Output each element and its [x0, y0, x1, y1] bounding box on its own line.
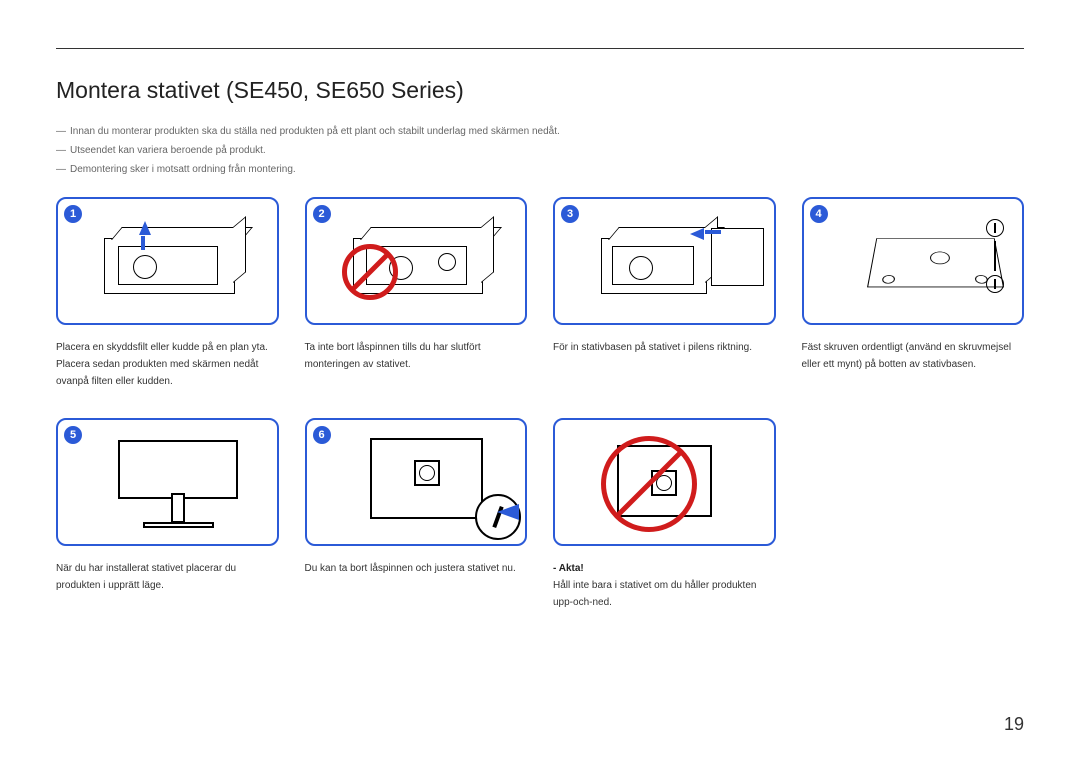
note-text: Utseendet kan variera beroende på produk… — [70, 145, 266, 156]
note-text: Innan du monterar produkten ska du ställ… — [70, 126, 560, 137]
step-frame: 2 — [305, 197, 528, 325]
page-number: 19 — [1004, 714, 1024, 735]
step-caption: Ta inte bort låspinnen tills du har slut… — [305, 339, 528, 373]
note-text: Demontering sker i motsatt ordning från … — [70, 164, 296, 175]
step-badge: 6 — [313, 426, 331, 444]
step-frame — [553, 418, 776, 546]
notes-block: ―Innan du monterar produkten ska du stäl… — [56, 122, 1024, 179]
note-line: ―Utseendet kan variera beroende på produ… — [56, 141, 1024, 160]
step-caption: När du har installerat stativet placerar… — [56, 560, 279, 594]
screws-column — [980, 215, 1010, 307]
steps-grid: 1 Placera en skyddsfilt eller kudde på e… — [56, 197, 1024, 611]
warning-title: - Akta! — [553, 563, 584, 574]
step-3: 3 För in stativbasen på stativet i pilen… — [553, 197, 776, 356]
note-line: ―Demontering sker i motsatt ordning från… — [56, 160, 1024, 179]
step-frame: 1 — [56, 197, 279, 325]
step-frame: 4 — [802, 197, 1025, 325]
illustration-monitor-upright — [90, 430, 267, 534]
illustration-insert-base — [587, 209, 764, 313]
page-title: Montera stativet (SE450, SE650 Series) — [56, 77, 1024, 104]
step-badge: 2 — [313, 205, 331, 223]
note-line: ―Innan du monterar produkten ska du stäl… — [56, 122, 1024, 141]
step-caption: Fäst skruven ordentligt (använd en skruv… — [802, 339, 1025, 373]
step-warning: - Akta! Håll inte bara i stativet om du … — [553, 418, 776, 611]
prohibit-icon — [342, 244, 398, 300]
step-4: 4 Fäst skruven ordentligt (använd en skr… — [802, 197, 1025, 373]
illustration-prohibit-pin — [339, 209, 516, 313]
step-frame: 3 — [553, 197, 776, 325]
step-caption: För in stativbasen på stativet i pilens … — [553, 339, 776, 356]
step-5: 5 När du har installerat stativet placer… — [56, 418, 279, 594]
step-frame: 5 — [56, 418, 279, 546]
illustration-hold-prohibit — [565, 430, 764, 534]
step-badge: 5 — [64, 426, 82, 444]
step-1: 1 Placera en skyddsfilt eller kudde på e… — [56, 197, 279, 390]
illustration-box-face-down — [90, 209, 267, 313]
step-6: 6 Du kan ta bort låspinnen och justera s… — [305, 418, 528, 577]
step-frame: 6 — [305, 418, 528, 546]
warning-text: Håll inte bara i stativet om du håller p… — [553, 580, 756, 608]
top-divider — [56, 48, 1024, 49]
step-badge: 3 — [561, 205, 579, 223]
step-caption: - Akta! Håll inte bara i stativet om du … — [553, 560, 776, 611]
prohibit-icon — [601, 436, 697, 532]
step-badge: 1 — [64, 205, 82, 223]
step-caption: Placera en skyddsfilt eller kudde på en … — [56, 339, 279, 390]
step-2: 2 Ta inte bort låspinnen tills du har sl… — [305, 197, 528, 373]
illustration-base-plate-screws — [836, 209, 1013, 313]
step-caption: Du kan ta bort låspinnen och justera sta… — [305, 560, 528, 577]
illustration-remove-pin — [339, 430, 516, 534]
step-badge: 4 — [810, 205, 828, 223]
